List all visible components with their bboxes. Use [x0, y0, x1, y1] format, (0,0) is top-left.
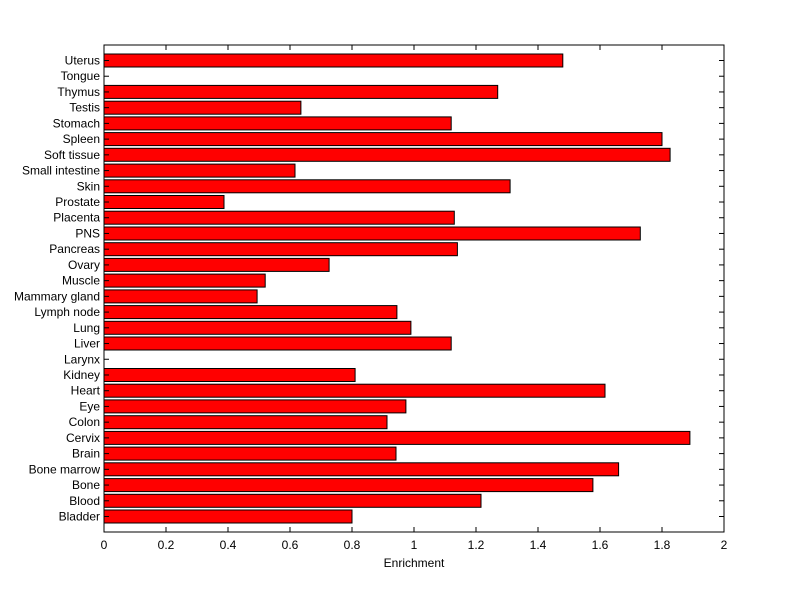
- bar-liver: [103, 336, 452, 351]
- y-tick-label: Placenta: [53, 211, 100, 225]
- bar-small-intestine: [103, 163, 296, 178]
- y-tick-label: Spleen: [63, 132, 100, 146]
- x-tick-label: 1.8: [654, 538, 671, 552]
- x-axis-label: Enrichment: [384, 556, 445, 570]
- y-tick-label: Testis: [69, 101, 100, 115]
- x-tick-label: 2: [721, 538, 728, 552]
- y-tick-label: Uterus: [65, 54, 100, 68]
- bar-kidney: [103, 368, 356, 382]
- bar-cervix: [103, 430, 691, 445]
- y-tick-label: Bone: [72, 478, 100, 492]
- y-tick-label: Thymus: [57, 85, 100, 99]
- bar-uterus: [103, 53, 564, 68]
- y-tick-label: PNS: [75, 226, 100, 240]
- bar-ovary: [103, 257, 330, 272]
- y-tick-label: Stomach: [53, 116, 100, 130]
- bar-blood: [103, 493, 482, 508]
- bar-bone: [103, 478, 594, 493]
- bar-mammary-gland: [103, 289, 258, 304]
- bar-skin: [103, 179, 511, 194]
- bar-pancreas: [103, 242, 458, 257]
- x-tick-label: 1.6: [592, 538, 609, 552]
- bar-bone-marrow: [103, 462, 620, 477]
- bar-lung: [103, 320, 412, 335]
- x-tick-label: 0.4: [220, 538, 237, 552]
- x-tick-label: 1.2: [468, 538, 485, 552]
- y-tick-label: Pancreas: [49, 242, 100, 256]
- y-tick-label: Muscle: [62, 274, 100, 288]
- y-tick-label: Skin: [77, 179, 100, 193]
- x-tick-label: 0.8: [344, 538, 361, 552]
- bar-soft-tissue: [103, 147, 671, 162]
- y-tick-label: Tongue: [61, 69, 101, 83]
- bar-testis: [103, 100, 302, 115]
- bar-stomach: [103, 116, 452, 131]
- y-tick-label: Heart: [71, 384, 101, 398]
- x-tick-label: 0: [101, 538, 108, 552]
- y-tick-label: Lung: [73, 321, 100, 335]
- bar-brain: [103, 446, 397, 461]
- bar-placenta: [103, 210, 455, 225]
- y-tick-label: Liver: [74, 337, 100, 351]
- bar-muscle: [103, 273, 266, 288]
- bar-spleen: [103, 132, 663, 147]
- y-tick-label: Prostate: [55, 195, 100, 209]
- bar-thymus: [103, 84, 499, 99]
- x-tick-label: 0.6: [282, 538, 299, 552]
- y-tick-label: Bladder: [59, 510, 100, 524]
- y-tick-label: Brain: [72, 447, 100, 461]
- y-tick-label: Small intestine: [22, 164, 100, 178]
- y-tick-label: Kidney: [63, 368, 100, 382]
- bar-eye: [103, 399, 407, 414]
- bar-prostate: [103, 195, 225, 209]
- x-tick-label: 0.2: [158, 538, 175, 552]
- bar-colon: [103, 415, 388, 430]
- y-tick-label: Bone marrow: [29, 462, 101, 476]
- y-tick-label: Blood: [69, 494, 100, 508]
- y-tick-label: Mammary gland: [14, 289, 100, 303]
- bar-pns: [103, 226, 641, 241]
- y-tick-label: Ovary: [68, 258, 100, 272]
- bar-heart: [103, 383, 606, 398]
- y-tick-label: Larynx: [64, 352, 100, 366]
- bar-lymph-node: [103, 305, 398, 320]
- x-tick-label: 1.4: [530, 538, 547, 552]
- y-tick-label: Colon: [69, 415, 100, 429]
- y-tick-label: Cervix: [66, 431, 100, 445]
- bar-bladder: [103, 509, 353, 524]
- x-tick-label: 1: [411, 538, 418, 552]
- y-tick-label: Eye: [79, 399, 100, 413]
- y-tick-label: Lymph node: [34, 305, 100, 319]
- y-tick-label: Soft tissue: [44, 148, 100, 162]
